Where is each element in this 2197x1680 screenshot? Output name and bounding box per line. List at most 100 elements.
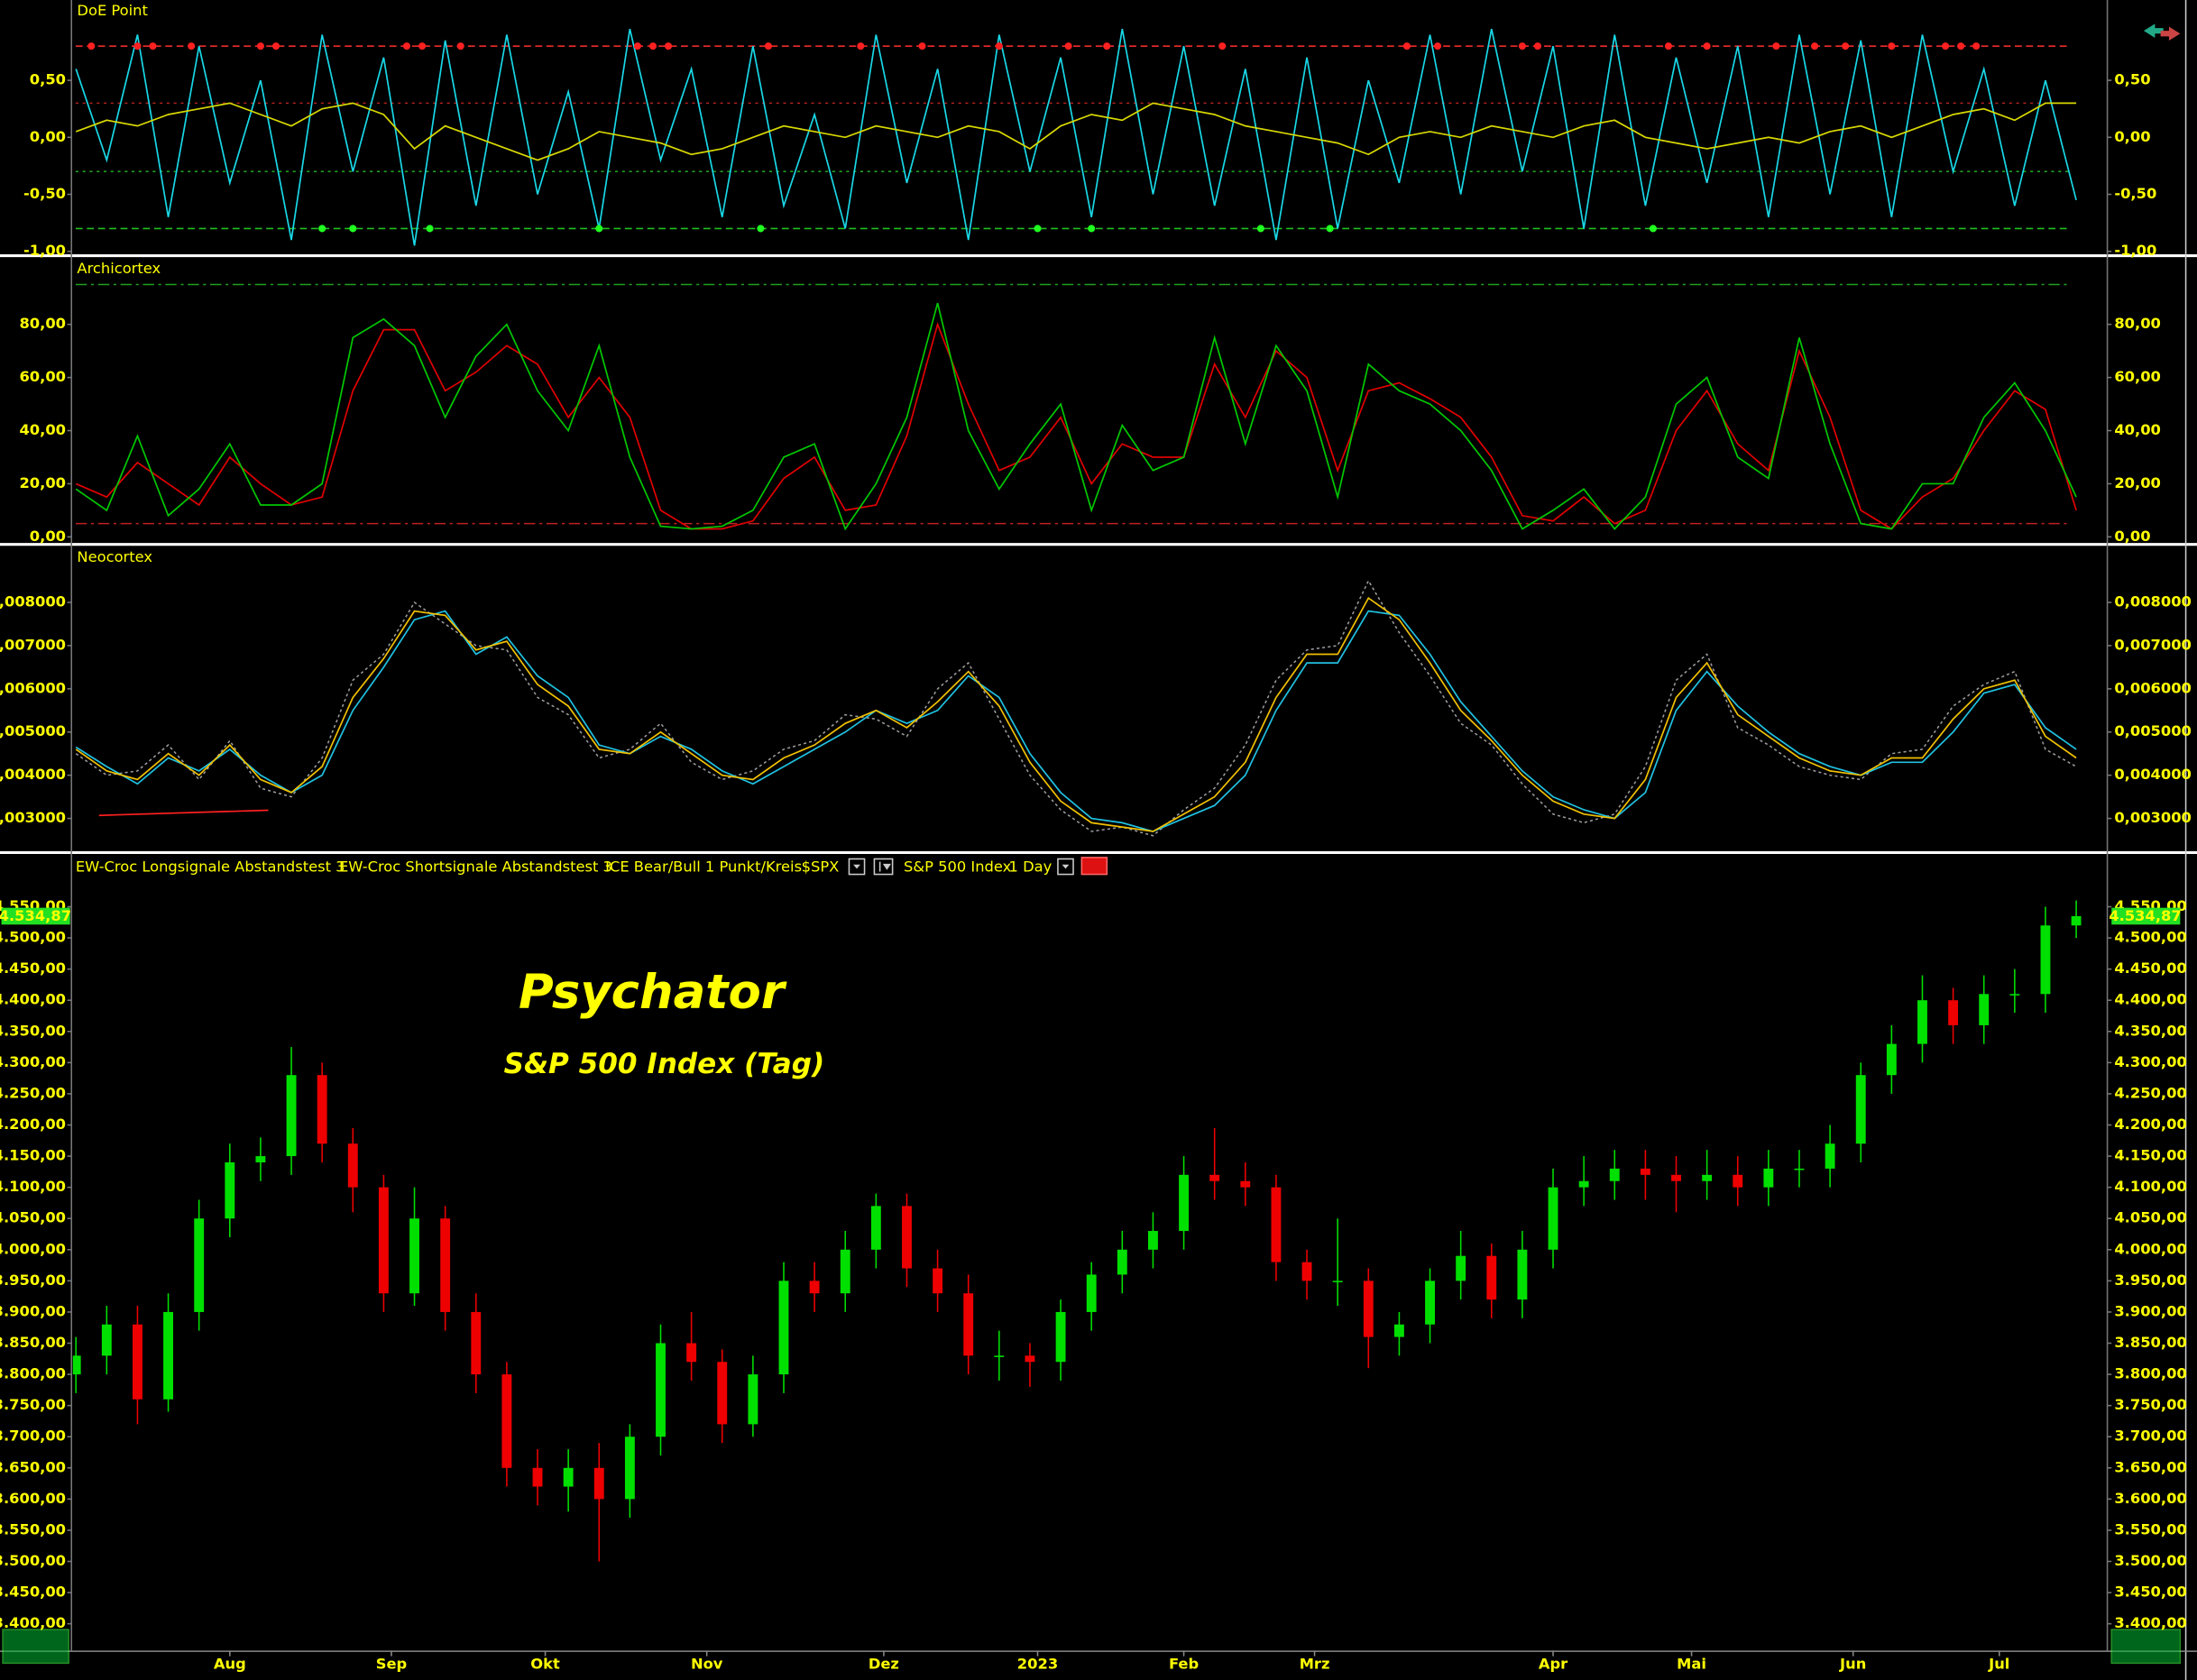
signal-dot [1434, 42, 1442, 50]
y-tick-label: 40,00 [19, 421, 66, 438]
signal-dot [418, 42, 427, 50]
indicator-name: EW-Croc Shortsignale Abstandstest 3 [339, 858, 612, 875]
candle-body [593, 1467, 604, 1500]
y-tick-label: 3.550,00 [0, 1520, 66, 1538]
signal-dot [1064, 42, 1072, 50]
signal-dot [918, 42, 926, 50]
candle-body [656, 1343, 666, 1437]
candle-body [1055, 1311, 1066, 1363]
candle-body [1363, 1281, 1374, 1337]
candle-body [471, 1311, 482, 1375]
candle-body [1886, 1043, 1897, 1076]
signal-dot [995, 42, 1003, 50]
signal-dot [271, 42, 280, 50]
signal-dot [1326, 225, 1334, 233]
y-tick-label: 0,003000 [0, 809, 66, 826]
candle-body [2040, 925, 2051, 995]
signal-dot [1402, 42, 1411, 50]
indicator-line [75, 610, 2077, 832]
candle-body [255, 1156, 266, 1162]
indicator-line [98, 809, 269, 817]
y-tick-label: 3.650,00 [2114, 1458, 2186, 1475]
y-tick-label: -0,50 [23, 185, 66, 202]
signal-dot [1972, 42, 1981, 50]
signal-dot [1518, 42, 1526, 50]
y-tick-label: 0,50 [30, 71, 66, 88]
candle-body [409, 1218, 419, 1294]
candle-body [1733, 1174, 1743, 1188]
indicator-line [75, 28, 2077, 246]
instrument-name: S&P 500 Index [904, 858, 1012, 875]
panel-title: Neocortex [77, 548, 152, 565]
signal-dot [1957, 42, 1965, 50]
y-tick-label: 3.800,00 [0, 1365, 66, 1382]
y-tick-label: 0,007000 [0, 636, 66, 653]
candle-body [809, 1281, 820, 1294]
chart-style-button[interactable] [873, 858, 894, 876]
x-tick-label: Mrz [1300, 1655, 1330, 1672]
x-tick-label: Sep [376, 1655, 407, 1672]
signal-dot [1533, 42, 1542, 50]
signal-dot [1811, 42, 1819, 50]
candle-body [1179, 1174, 1190, 1232]
y-tick-label: 3.450,00 [2114, 1584, 2186, 1601]
window-icon[interactable] [2143, 23, 2181, 41]
y-tick-label: 4.000,00 [2114, 1240, 2186, 1257]
candle-body [1209, 1174, 1220, 1181]
x-tick-label: Apr [1539, 1655, 1567, 1672]
y-tick-label: 40,00 [2114, 421, 2161, 438]
x-tick-label: 2023 [1017, 1655, 1058, 1672]
signal-dot [426, 225, 434, 233]
signal-dot [757, 225, 765, 233]
y-tick-label: 3.500,00 [0, 1552, 66, 1569]
signal-dot [1649, 225, 1657, 233]
candle-body [1456, 1255, 1466, 1281]
indicator-name: EW-Croc Longsignale Abstandstest 3 [76, 858, 345, 875]
candle-body [1763, 1168, 1774, 1188]
y-tick-label: 20,00 [2114, 474, 2161, 491]
y-tick-label: 4.500,00 [0, 929, 66, 946]
candle-body [624, 1437, 635, 1500]
signal-dot [1842, 42, 1850, 50]
y-tick-label: 3.400,00 [2114, 1614, 2186, 1631]
candle-body [1671, 1174, 1681, 1181]
panel-title: DoE Point [77, 2, 147, 19]
signal-dot [633, 42, 641, 50]
y-tick-label: 80,00 [2114, 315, 2161, 332]
candle-body [1301, 1262, 1312, 1281]
candle-body [501, 1374, 512, 1468]
y-tick-label: 3.850,00 [2114, 1334, 2186, 1351]
candle-body [933, 1268, 943, 1294]
indicator-line [75, 102, 2077, 161]
y-tick-label: 4.300,00 [2114, 1053, 2186, 1070]
last-price-label: 4.534,87 [2109, 907, 2181, 924]
candle-body [870, 1206, 881, 1250]
scroll-box[interactable] [2110, 1629, 2182, 1665]
signal-dot [1218, 42, 1227, 50]
y-tick-label: 3.650,00 [0, 1458, 66, 1475]
y-tick-label: 80,00 [19, 315, 66, 332]
record-button[interactable] [1080, 857, 1108, 876]
candle-body [778, 1281, 789, 1375]
signal-dot [1703, 42, 1711, 50]
signal-dot [1034, 225, 1042, 233]
y-tick-label: 0,00 [2114, 528, 2150, 545]
y-tick-label: 4.450,00 [0, 959, 66, 977]
signal-dot [87, 42, 96, 50]
x-tick-label: Jun [1839, 1655, 1866, 1672]
y-tick-label: 4.150,00 [2114, 1147, 2186, 1164]
dropdown-arrow [1062, 864, 1070, 869]
x-tick-label: Aug [214, 1655, 246, 1672]
candle-body [1486, 1255, 1497, 1300]
x-tick-label: Okt [530, 1655, 560, 1672]
y-tick-label: 20,00 [19, 474, 66, 491]
y-tick-label: 3.600,00 [0, 1490, 66, 1507]
y-tick-label: 3.700,00 [2114, 1428, 2186, 1445]
candle-body [1271, 1187, 1282, 1262]
y-tick-label: 4.400,00 [0, 991, 66, 1008]
indicator-line [75, 321, 2077, 530]
y-tick-label: 0,005000 [2114, 722, 2192, 739]
scroll-box[interactable] [2, 1629, 69, 1665]
y-tick-label: 4.200,00 [2114, 1115, 2186, 1133]
y-tick-label: 4.400,00 [2114, 991, 2186, 1008]
